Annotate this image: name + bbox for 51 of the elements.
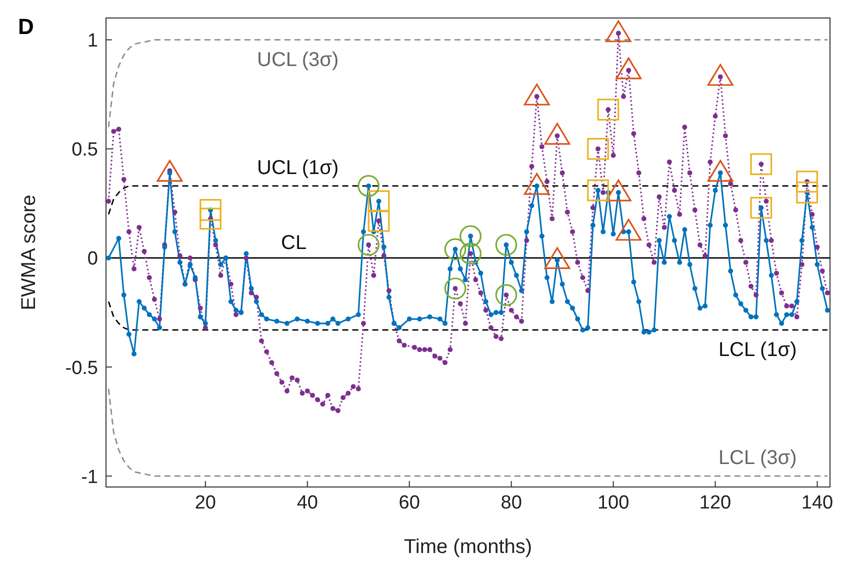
y-tick-label: 1 xyxy=(87,30,98,52)
point xyxy=(495,284,518,306)
text: D xyxy=(18,14,34,40)
series-label: UCL (3σ) xyxy=(257,49,339,72)
point xyxy=(368,190,390,212)
y-tick-label: 0.5 xyxy=(72,140,98,161)
point xyxy=(707,64,734,86)
point xyxy=(358,234,380,256)
point xyxy=(750,196,772,219)
point xyxy=(495,234,518,256)
point xyxy=(605,20,632,42)
y-axis-title: EWMA score xyxy=(18,194,40,310)
x-tick-label: 140 xyxy=(801,492,834,514)
x-tick-label: 40 xyxy=(296,492,318,514)
line-series xyxy=(108,300,828,331)
x-tick-label: 120 xyxy=(699,492,732,514)
line-series xyxy=(108,388,828,477)
x-tick-label: 60 xyxy=(398,492,420,514)
point xyxy=(524,173,550,195)
point xyxy=(796,182,818,204)
point xyxy=(156,160,183,182)
point xyxy=(587,138,609,160)
point xyxy=(444,278,466,300)
point xyxy=(750,153,772,176)
point xyxy=(200,199,222,221)
point xyxy=(544,122,570,145)
point xyxy=(358,175,380,197)
point xyxy=(460,225,482,248)
line-series xyxy=(108,185,828,216)
x-axis-title: Time (months) xyxy=(404,536,532,558)
y-tick-label: -1 xyxy=(81,466,98,488)
line-series xyxy=(108,39,828,128)
point xyxy=(524,84,550,106)
point xyxy=(707,160,734,182)
x-tick-label: 80 xyxy=(500,492,522,514)
point xyxy=(368,210,390,232)
y-tick-label: 0 xyxy=(87,248,98,270)
series-label: UCL (1σ) xyxy=(257,156,339,179)
point xyxy=(605,180,632,202)
point xyxy=(587,179,609,202)
point xyxy=(200,208,222,230)
point xyxy=(616,57,642,80)
series-label: LCL (3σ) xyxy=(718,447,797,470)
ref-line-label: CL xyxy=(281,232,307,254)
x-tick-label: 100 xyxy=(597,492,630,514)
point xyxy=(444,238,466,260)
point xyxy=(796,170,818,193)
point xyxy=(460,242,482,265)
x-tick-label: 20 xyxy=(194,492,216,514)
series-label: LCL (1σ) xyxy=(718,339,797,362)
y-tick-label: -0.5 xyxy=(65,358,98,379)
